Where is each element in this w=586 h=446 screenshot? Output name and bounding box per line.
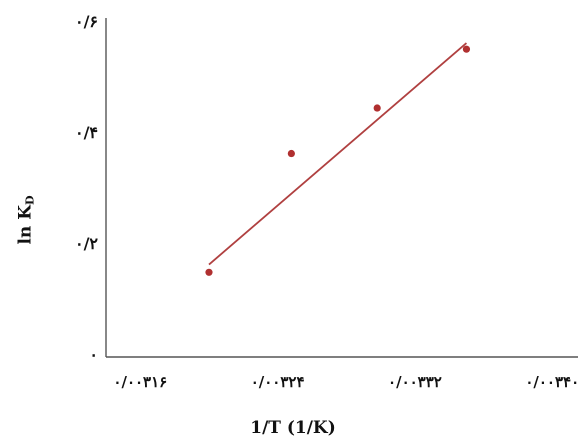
y-tick-label: ۰ (89, 345, 98, 364)
x-tick-label: ۰/۰۰۳۴۰ (525, 373, 579, 391)
y-axis-label: ln KD (16, 195, 37, 244)
fit-line (208, 42, 468, 266)
x-tick-label: ۰/۰۰۳۱۶ (113, 373, 167, 391)
x-axis-label: 1/T (1/K) (250, 418, 336, 438)
data-point (205, 268, 213, 276)
y-axis-label-subscript: D (23, 195, 37, 206)
y-tick-label: ۰/۶ (75, 12, 98, 31)
data-point (287, 149, 295, 158)
y-tick-label: ۰/۴ (75, 123, 98, 142)
data-point (462, 45, 471, 53)
x-tick-label: ۰/۰۰۳۲۴ (251, 373, 305, 391)
x-tick-label: ۰/۰۰۳۳۲ (388, 373, 442, 391)
y-tick-label: ۰/۲ (75, 234, 98, 253)
y-axis-label-main: ln K (15, 205, 36, 245)
data-point (373, 104, 381, 112)
